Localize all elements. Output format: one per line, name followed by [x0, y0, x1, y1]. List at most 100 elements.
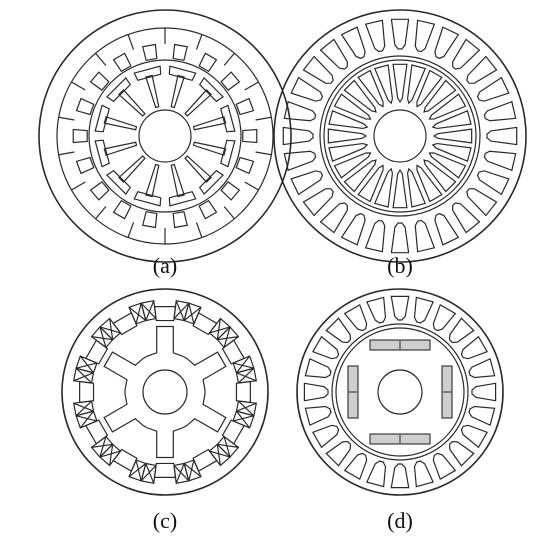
outer-slot [432, 452, 457, 481]
outer-slot [414, 19, 436, 53]
outer-slot [390, 295, 410, 321]
rotor-tooth-head [133, 191, 162, 207]
winding-cross [109, 318, 114, 340]
inner-tooth [357, 69, 384, 108]
winding-cross [183, 306, 202, 321]
stator-pole [153, 306, 177, 322]
outer-slot [303, 382, 329, 402]
stator-slot [198, 199, 218, 220]
outer-slot [483, 100, 517, 122]
stator-slot [142, 43, 158, 62]
winding-box [232, 410, 255, 429]
winding-cross [140, 302, 157, 319]
shaft-circle [377, 369, 423, 415]
shaft-circle [138, 109, 192, 163]
winding-cross [217, 443, 239, 448]
outer-slot [311, 424, 340, 449]
rotor-tooth-stem [118, 89, 146, 117]
winding-cross [236, 402, 257, 412]
winding-cross [135, 459, 142, 482]
winding-cross [188, 302, 195, 325]
winding-cross [135, 302, 142, 325]
rotor-tooth-head [168, 191, 197, 207]
stator-pole [79, 380, 95, 404]
inner-tooth [343, 79, 377, 113]
winding-cross [99, 436, 107, 458]
rotor-tooth-head [106, 77, 132, 103]
inner-tooth [423, 79, 457, 113]
winding-cross [73, 402, 94, 412]
rotor-tooth-stem [145, 163, 160, 198]
outer-slot [304, 405, 332, 426]
panel-c-diagram [61, 288, 269, 496]
outer-slot [319, 202, 348, 234]
winding-cross [232, 362, 255, 369]
inner-tooth [406, 167, 427, 208]
winding-cross [209, 450, 231, 458]
stator-slot [172, 43, 188, 62]
outer-slot [343, 452, 368, 481]
slot-divider [255, 151, 272, 156]
magnets [347, 339, 453, 445]
outer-slot [414, 219, 436, 253]
rotor-tooth-stem [145, 74, 160, 109]
slot-divider [223, 206, 235, 220]
stator-ring-inner [88, 59, 242, 213]
airgap-circle-outer [319, 55, 481, 217]
winding-cross [188, 459, 195, 482]
inner-tooth [416, 164, 443, 203]
winding-cross [209, 326, 231, 334]
outer-slot [413, 460, 434, 488]
stator-slot [242, 128, 258, 144]
winding-cross [232, 415, 255, 422]
inner-tooth [343, 159, 377, 193]
outer-circle [273, 9, 527, 263]
winding-cross [128, 463, 147, 478]
rotor-tooth-head [133, 65, 162, 81]
airgap-circle-outer [331, 323, 469, 461]
stator-slot [72, 128, 88, 144]
stator-slot [220, 71, 241, 91]
winding-box [183, 302, 202, 325]
stator-slot [89, 71, 110, 91]
outer-slot [460, 335, 489, 360]
winding-box [128, 302, 147, 325]
outer-slot [282, 126, 314, 146]
slot-divider [244, 181, 259, 191]
inner-tooth [431, 142, 472, 163]
panel-b-diagram [273, 9, 527, 263]
winding-cross [91, 443, 113, 448]
rotor-tooth-stem [184, 89, 212, 117]
winding-cross [223, 326, 231, 348]
winding-box [128, 459, 147, 482]
panel-a-diagram [38, 9, 292, 263]
outer-slot [466, 55, 498, 84]
inner-tooth [392, 168, 408, 209]
stator-slot [112, 52, 132, 73]
winding-cross [223, 436, 231, 458]
outer-slot [460, 424, 489, 449]
slot-divider [58, 151, 75, 156]
winding-cross [79, 410, 94, 429]
stator-slot [172, 210, 188, 229]
rotor-tooth-head [198, 169, 224, 195]
slot-divider [95, 206, 107, 220]
outer-slot [290, 170, 324, 196]
slot-divider [127, 34, 135, 50]
caption-b: (b) [387, 253, 413, 278]
stator-pole [153, 462, 177, 478]
slot-divider [71, 81, 86, 91]
outer-slot [366, 296, 387, 324]
stator-slot [235, 156, 255, 175]
slot-divider [195, 34, 203, 50]
inner-tooth [373, 64, 394, 105]
airgap-circle-inner [323, 59, 477, 213]
slot-divider [71, 181, 86, 191]
outer-slot [468, 405, 496, 426]
inner-tooth [406, 64, 427, 105]
caption-a: (a) [153, 253, 177, 278]
rotor-tooth-head [94, 104, 110, 133]
inner-tooth [357, 164, 384, 203]
outer-slot [364, 219, 386, 253]
